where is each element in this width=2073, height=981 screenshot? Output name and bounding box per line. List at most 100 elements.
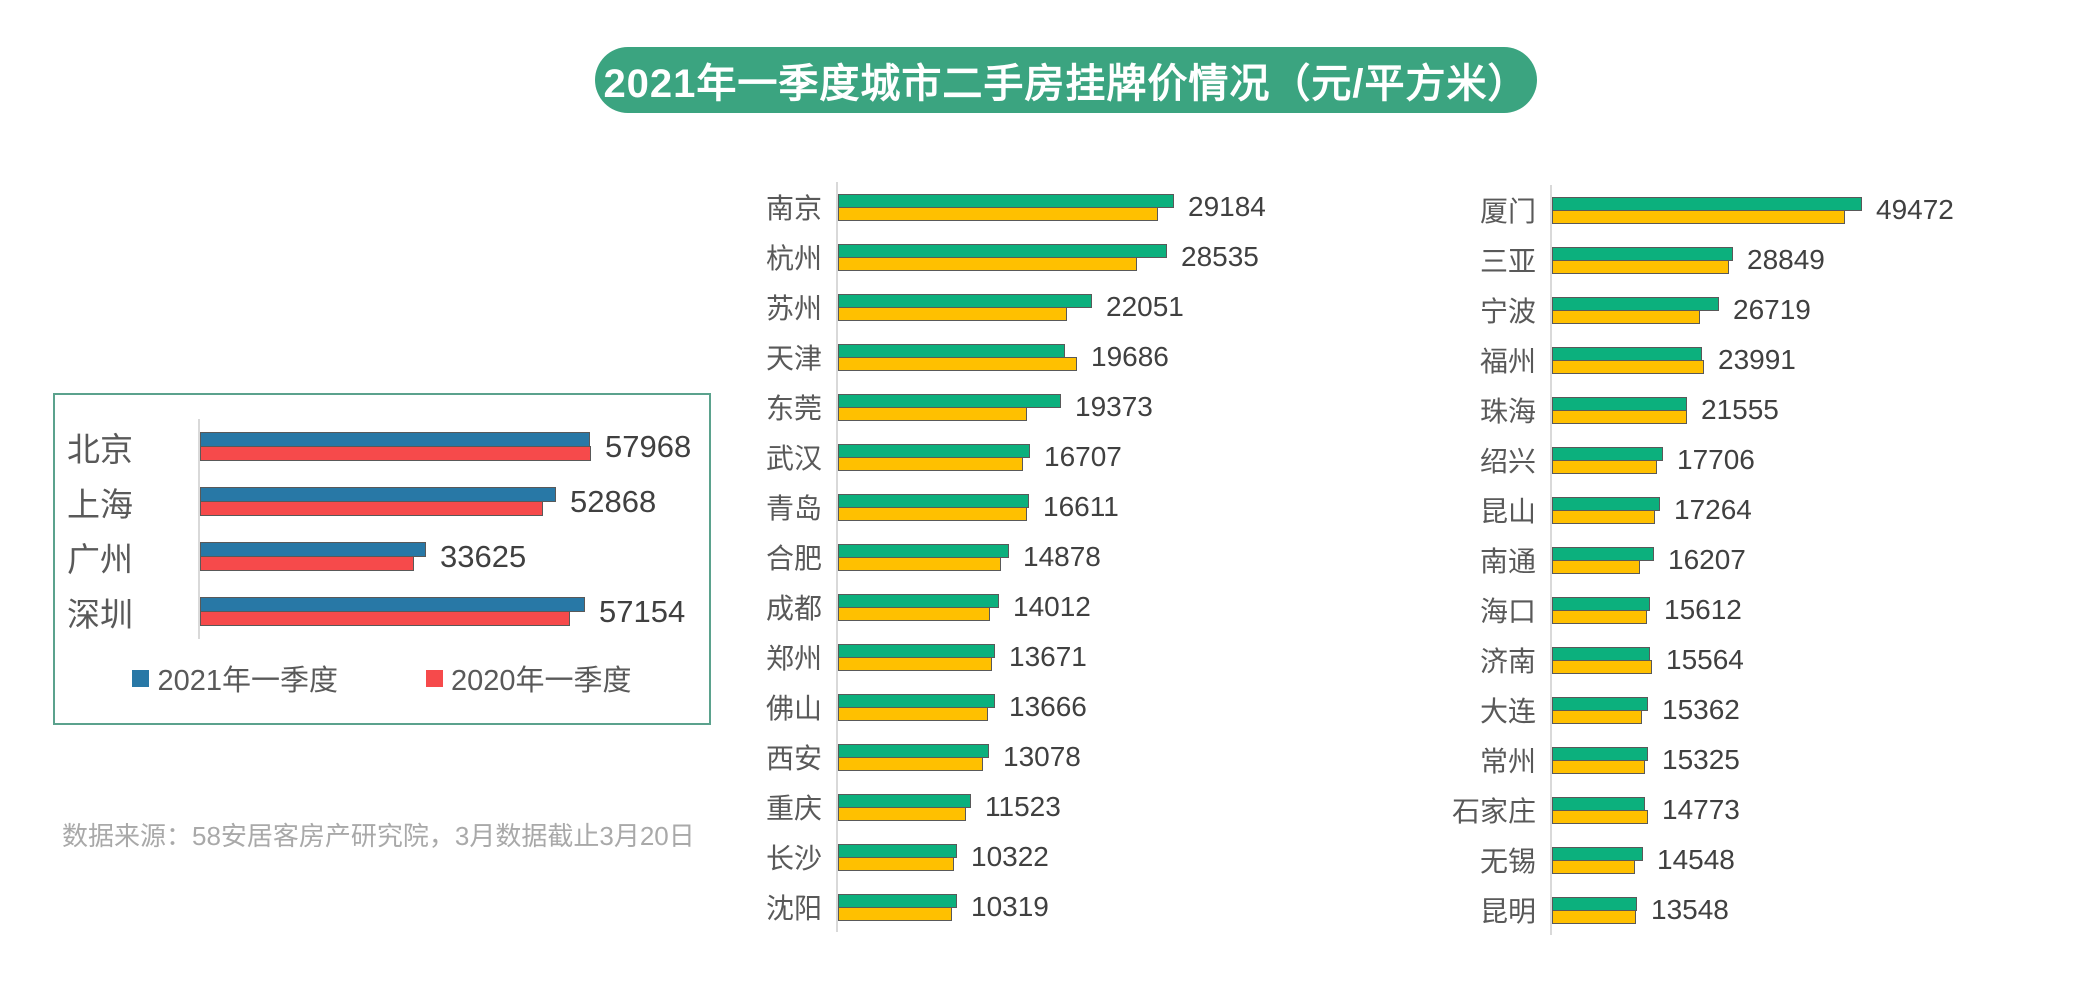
bar-group — [200, 597, 585, 626]
category-label: 西安 — [765, 743, 822, 774]
bar-2020 — [1552, 559, 1640, 574]
row-plot: 16207 — [1550, 535, 1746, 585]
bar-2021 — [838, 343, 1065, 358]
bar-2020 — [838, 356, 1077, 371]
bar-2020 — [838, 506, 1027, 521]
bar-2020 — [1552, 659, 1652, 674]
bar-2020 — [838, 656, 992, 671]
category-label: 三亚 — [1479, 246, 1536, 277]
bar-group — [838, 543, 1009, 571]
row-plot: 14012 — [836, 582, 1091, 632]
row-plot: 57968 — [198, 419, 699, 474]
bar-group — [838, 343, 1077, 371]
chart-row: 南通 16207 — [1424, 535, 2064, 585]
chart-row: 天津 19686 — [710, 332, 1350, 382]
value-label: 29184 — [1188, 191, 1266, 222]
value-label: 15564 — [1666, 644, 1744, 675]
row-plot: 28535 — [836, 232, 1259, 282]
category-label: 郑州 — [765, 643, 822, 674]
bar-2021 — [1552, 496, 1660, 511]
bar-2020 — [838, 556, 1001, 571]
value-label: 13548 — [1651, 894, 1729, 925]
bar-2020 — [1552, 459, 1657, 474]
chart-row: 绍兴 17706 — [1424, 435, 2064, 485]
category-label: 大连 — [1479, 696, 1536, 727]
value-label: 16207 — [1668, 544, 1746, 575]
category-label: 石家庄 — [1451, 796, 1536, 827]
bar-2020 — [1552, 259, 1729, 274]
bar-group — [838, 793, 971, 821]
category-label: 成都 — [765, 593, 822, 624]
chart-row: 大连 15362 — [1424, 685, 2064, 735]
bar-group — [838, 693, 995, 721]
legend-label-2020: 2020年一季度 — [451, 665, 632, 697]
chart-row: 重庆 11523 — [710, 782, 1350, 832]
legend-swatch-2020 — [426, 669, 443, 687]
category-label: 苏州 — [765, 293, 822, 324]
row-plot: 16707 — [836, 432, 1122, 482]
row-plot: 14878 — [836, 532, 1101, 582]
bar-2021 — [838, 293, 1092, 308]
category-label: 东莞 — [765, 393, 822, 424]
category-label: 北京 — [67, 430, 133, 468]
row-plot: 10319 — [836, 882, 1049, 932]
bar-2021 — [838, 793, 971, 808]
category-label: 深圳 — [67, 595, 133, 633]
value-label: 16611 — [1043, 491, 1119, 522]
row-plot: 14548 — [1550, 835, 1735, 885]
bar-2021 — [1552, 246, 1733, 261]
category-label: 昆明 — [1479, 896, 1536, 927]
bar-2020 — [200, 611, 570, 626]
category-label: 济南 — [1479, 646, 1536, 677]
value-label: 14548 — [1657, 844, 1735, 875]
chart-row: 成都 14012 — [710, 582, 1350, 632]
bar-2021 — [200, 597, 585, 612]
chart-row: 石家庄 14773 — [1424, 785, 2064, 835]
bar-2021 — [1552, 396, 1687, 411]
value-label: 11523 — [985, 791, 1061, 822]
bar-2021 — [1552, 596, 1650, 611]
bar-group — [1552, 296, 1719, 324]
bar-2020 — [200, 556, 414, 571]
category-label: 南通 — [1479, 546, 1536, 577]
bar-2020 — [838, 256, 1137, 271]
chart-row: 广州 33625 — [67, 529, 699, 584]
bar-2020 — [200, 501, 543, 516]
value-label: 13666 — [1009, 691, 1087, 722]
bar-group — [1552, 696, 1648, 724]
row-plot: 19373 — [836, 382, 1153, 432]
bar-2020 — [838, 206, 1158, 221]
bar-2021 — [838, 393, 1061, 408]
category-label: 宁波 — [1479, 296, 1536, 327]
chart-row: 东莞 19373 — [710, 382, 1350, 432]
bar-2021 — [1552, 646, 1650, 661]
row-plot: 15564 — [1550, 635, 1744, 685]
chart-row: 杭州 28535 — [710, 232, 1350, 282]
chart-row: 西安 13078 — [710, 732, 1350, 782]
bar-2020 — [1552, 759, 1645, 774]
chart-row: 合肥 14878 — [710, 532, 1350, 582]
category-label: 武汉 — [765, 443, 822, 474]
bar-2021 — [1552, 896, 1637, 911]
bar-2020 — [1552, 609, 1647, 624]
bar-2021 — [838, 693, 995, 708]
row-plot: 57154 — [198, 584, 699, 639]
bar-2021 — [1552, 296, 1719, 311]
bar-group — [1552, 396, 1687, 424]
bar-2021 — [1552, 696, 1648, 711]
row-plot: 28849 — [1550, 235, 1825, 285]
row-plot: 49472 — [1550, 185, 1954, 235]
bar-group — [1552, 496, 1660, 524]
chart-row: 苏州 22051 — [710, 282, 1350, 332]
value-label: 13671 — [1009, 641, 1087, 672]
legend-swatch-2021 — [132, 669, 150, 687]
bar-group — [200, 542, 426, 571]
bar-group — [838, 593, 999, 621]
category-label: 昆山 — [1479, 496, 1536, 527]
tier3-chart: 厦门 49472 三亚 28849 宁波 26719 福州 23991 珠海 21555 绍兴 177… — [1424, 185, 2064, 935]
category-label: 天津 — [765, 343, 822, 374]
value-label: 15325 — [1662, 744, 1740, 775]
row-plot: 14773 — [1550, 785, 1740, 835]
chart-row: 北京 57968 — [67, 419, 699, 474]
bar-2021 — [1552, 546, 1654, 561]
